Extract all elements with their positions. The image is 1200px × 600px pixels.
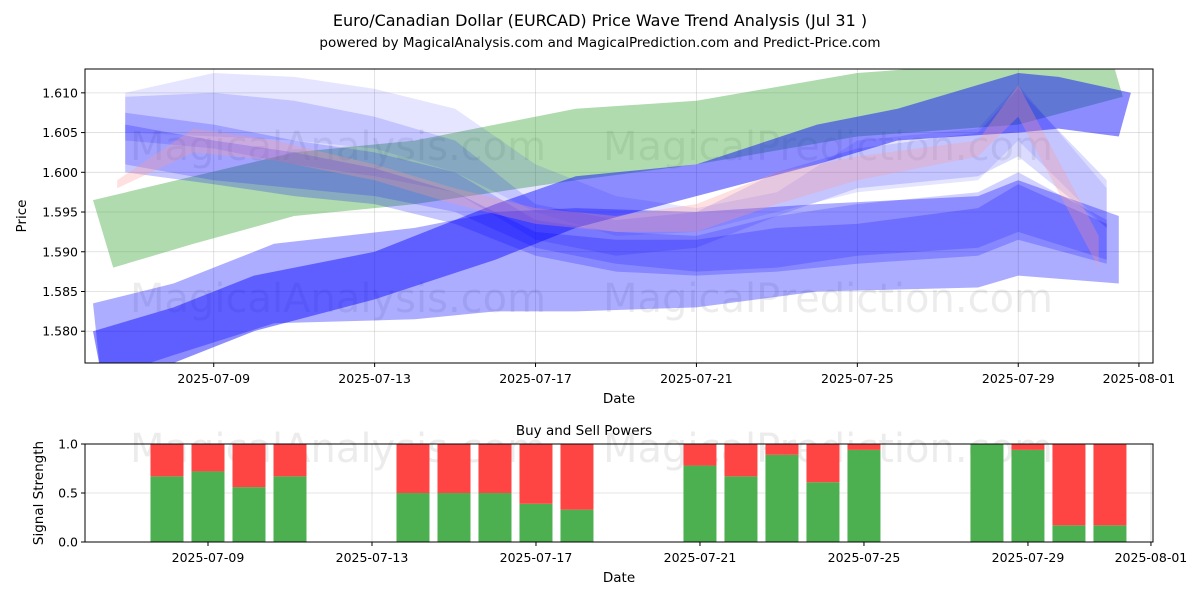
buy-bar	[437, 493, 471, 542]
x-tick-label: 2025-07-21	[660, 371, 733, 386]
x-tick-label: 2025-07-25	[821, 371, 894, 386]
x-tick-label: 2025-07-25	[828, 550, 901, 565]
y-tick-label: 1.580	[42, 324, 78, 339]
x-tick-label: 2025-08-01	[1103, 371, 1176, 386]
x-tick-label: 2025-07-29	[982, 371, 1055, 386]
sell-bar	[1052, 444, 1086, 526]
buy-bar	[478, 493, 512, 542]
sell-bar	[683, 444, 717, 466]
sell-bar	[478, 444, 512, 493]
sell-bar	[150, 444, 184, 477]
y-axis-label: Signal Strength	[31, 441, 47, 545]
buy-bar	[806, 482, 840, 542]
buy-bar	[847, 449, 881, 542]
buy-sell-power-chart: MagicalAnalysis.comMagicalPrediction.com…	[31, 423, 1187, 586]
chart-title-line2: powered by MagicalAnalysis.com and Magic…	[319, 35, 880, 51]
x-tick-label: 2025-07-17	[499, 371, 572, 386]
x-axis-label: Date	[603, 570, 635, 586]
buy-bar	[273, 476, 307, 542]
price-wave-chart: MagicalAnalysis.com MagicalPrediction.com…	[14, 68, 1176, 407]
y-tick-label: 1.600	[42, 165, 78, 180]
watermark-text: MagicalAnalysis.com	[130, 276, 546, 322]
sell-bar	[806, 444, 840, 483]
sell-bar	[191, 444, 225, 472]
buy-bar	[765, 454, 799, 542]
sell-bar	[437, 444, 471, 493]
y-tick-label: 1.0	[58, 437, 78, 452]
band-mid-wave-3	[125, 124, 1107, 276]
buy-bar	[970, 444, 1004, 542]
x-tick-label: 2025-07-13	[338, 371, 411, 386]
x-tick-label: 2025-07-09	[177, 371, 250, 386]
buy-bar	[1011, 449, 1045, 542]
x-tick-label: 2025-07-13	[336, 550, 409, 565]
sell-bar	[560, 444, 594, 510]
watermark-text: MagicalPrediction.com	[603, 124, 1053, 170]
y-tick-label: 0.0	[58, 535, 78, 550]
buy-bar	[1052, 525, 1086, 542]
x-tick-label: 2025-07-29	[992, 550, 1065, 565]
sell-bar	[232, 444, 266, 488]
buy-bar	[1093, 525, 1127, 542]
buy-bar	[519, 503, 553, 542]
band-rising-wave	[93, 73, 1131, 363]
chart-title-line1: Euro/Canadian Dollar (EURCAD) Price Wave…	[333, 11, 867, 30]
band-green-band	[93, 69, 1123, 268]
sell-bar	[1011, 444, 1045, 450]
price-plot-frame	[84, 68, 1154, 364]
x-tick-label: 2025-07-17	[500, 550, 573, 565]
y-tick-label: 1.590	[42, 244, 78, 259]
sell-bar	[273, 444, 307, 477]
watermark-text: MagicalAnalysis.com	[130, 124, 546, 170]
sell-bar	[765, 444, 799, 455]
wave-bands	[93, 69, 1131, 363]
band-lower-wave	[93, 180, 1119, 363]
buy-bar	[396, 493, 430, 542]
buy-bar	[724, 476, 758, 542]
y-axis-label: Price	[14, 200, 30, 233]
sell-bar	[724, 444, 758, 477]
x-tick-label: 2025-07-09	[172, 550, 245, 565]
power-chart-title: Buy and Sell Powers	[516, 423, 652, 439]
watermark-text: MagicalPrediction.com	[603, 276, 1053, 322]
band-mid-wave-2	[125, 112, 1107, 272]
sell-bar	[519, 444, 553, 504]
y-tick-label: 1.605	[42, 125, 78, 140]
sell-bar	[396, 444, 430, 493]
x-axis-label: Date	[603, 391, 635, 407]
buy-bar	[683, 465, 717, 542]
y-tick-label: 0.5	[58, 486, 78, 501]
y-tick-label: 1.585	[42, 284, 78, 299]
sell-bar	[847, 444, 881, 450]
buy-bar	[150, 476, 184, 542]
buy-bar	[232, 487, 266, 542]
band-pink-wave	[117, 84, 1099, 268]
band-top-wave	[125, 73, 1107, 236]
x-tick-label: 2025-07-21	[664, 550, 737, 565]
sell-bar	[1093, 444, 1127, 526]
x-tick-label: 2025-08-01	[1115, 550, 1188, 565]
y-tick-label: 1.610	[42, 85, 78, 100]
buy-bar	[191, 471, 225, 542]
buy-bar	[560, 509, 594, 542]
band-mid-wave-1	[125, 88, 1107, 256]
y-tick-label: 1.595	[42, 205, 78, 220]
